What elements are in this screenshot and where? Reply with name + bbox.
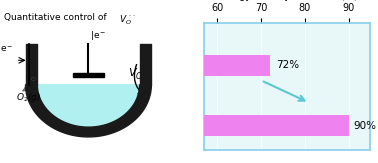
Text: O: O — [31, 77, 36, 82]
Bar — [73, 73, 104, 77]
Text: 90%: 90% — [353, 121, 376, 131]
Text: $O_2$(g): $O_2$(g) — [16, 91, 41, 104]
Text: $V_O^{\:\cdot\cdot}$: $V_O^{\:\cdot\cdot}$ — [119, 13, 136, 27]
Text: 72%: 72% — [276, 60, 299, 70]
Polygon shape — [26, 85, 151, 137]
X-axis label: Energy density retention (%): Energy density retention (%) — [217, 0, 358, 1]
Bar — [204, 115, 349, 136]
Text: e$^-$: e$^-$ — [0, 44, 14, 54]
Text: $V_O^{\:\cdot\cdot}$: $V_O^{\:\cdot\cdot}$ — [128, 66, 149, 81]
Text: |e$^-$: |e$^-$ — [90, 29, 107, 42]
Polygon shape — [37, 85, 139, 127]
Text: Quantitative control of: Quantitative control of — [4, 13, 110, 22]
Bar — [204, 55, 270, 76]
